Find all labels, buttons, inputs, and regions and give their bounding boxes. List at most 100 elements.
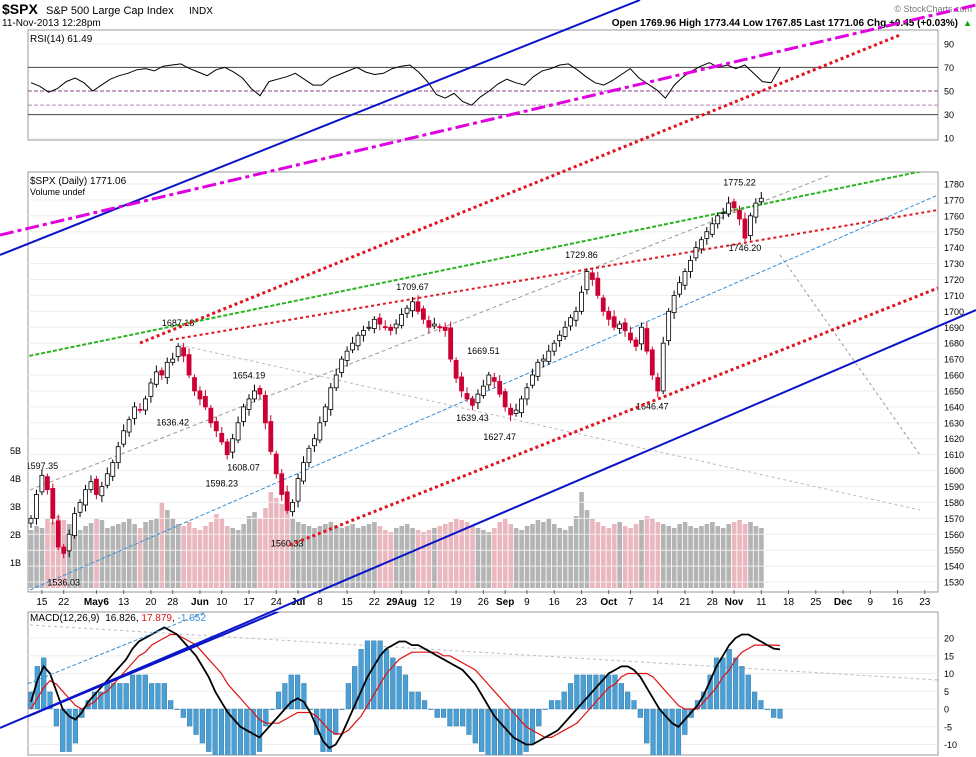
- price-legend: $SPX (Daily) 1771.06: [30, 176, 127, 187]
- volume-bar: [579, 492, 584, 588]
- macd-histogram-bar: [269, 708, 275, 710]
- candle-body: [175, 345, 181, 357]
- candle-body: [486, 374, 492, 386]
- volume-bar: [235, 530, 241, 588]
- macd-legend-value: 16.826: [105, 613, 136, 624]
- candle-body: [666, 310, 672, 342]
- candle-body: [709, 223, 715, 235]
- date-tick-label: 12: [423, 597, 435, 608]
- candle-body: [622, 322, 628, 331]
- macd-histogram-bar: [510, 708, 517, 755]
- price-annotation: 1646.47: [636, 402, 669, 412]
- volume-bar: [557, 528, 563, 588]
- volume-bar: [622, 526, 628, 588]
- price-tick-label: 1750: [944, 227, 964, 237]
- macd-tick-label: 5: [944, 687, 949, 697]
- macd-histogram-bar: [98, 691, 104, 710]
- price-tick-label: 1770: [944, 195, 964, 205]
- macd-histogram-bar: [720, 657, 726, 710]
- price-tick-label: 1780: [944, 179, 964, 189]
- macd-histogram-bar: [339, 708, 345, 710]
- candle-body: [606, 310, 612, 320]
- candle-body: [600, 297, 606, 312]
- volume-bar: [404, 524, 410, 588]
- volume-bar: [126, 518, 132, 588]
- candle-body: [453, 359, 459, 379]
- date-tick-label: 16: [549, 597, 561, 608]
- macd-histogram-bar: [47, 691, 53, 710]
- price-tick-label: 1720: [944, 275, 964, 285]
- macd-histogram-bar: [288, 674, 294, 710]
- macd-histogram-bar: [390, 657, 396, 710]
- candle-body: [268, 421, 274, 452]
- ohlc-values: Open 1769.96 High 1773.44 Low 1767.85 La…: [612, 18, 958, 29]
- volume-bar: [710, 522, 715, 588]
- volume-bar: [165, 510, 170, 588]
- macd-histogram-bar: [777, 708, 783, 719]
- candle-body: [470, 398, 475, 406]
- rsi-layer: [28, 43, 938, 139]
- macd-histogram-bar: [72, 708, 79, 744]
- volume-bar: [535, 520, 541, 588]
- volume-bar: [159, 502, 165, 588]
- volume-bar: [502, 518, 508, 588]
- price-tick-label: 1650: [944, 386, 964, 396]
- exchange-label: INDX: [189, 6, 213, 17]
- volume-tick-label: 4B: [10, 474, 21, 484]
- candle-body: [301, 462, 306, 482]
- candle-body: [252, 390, 257, 400]
- price-tick-label: 1590: [944, 482, 964, 492]
- macd-histogram-bar: [53, 708, 59, 727]
- macd-histogram-bar: [409, 691, 415, 710]
- volume-bar: [328, 522, 334, 588]
- volume-bar: [290, 518, 295, 588]
- volume-bar: [655, 522, 661, 588]
- volume-bar: [186, 522, 192, 588]
- volume-bar: [132, 524, 137, 588]
- price-tick-label: 1730: [944, 259, 964, 269]
- date-tick-label: Jul: [291, 597, 306, 608]
- candle-body: [589, 272, 595, 280]
- volume-bar: [617, 522, 622, 588]
- candle-body: [611, 316, 617, 328]
- volume-bar: [214, 514, 219, 588]
- gray-trendline: [779, 254, 921, 456]
- macd-blue-dashed: [28, 612, 208, 685]
- macd-histogram-bar: [732, 657, 739, 710]
- volume-bar: [334, 526, 339, 588]
- macd-tick-label: -5: [944, 722, 952, 732]
- price-annotation: 1598.23: [205, 478, 238, 488]
- volume-bar: [219, 518, 225, 588]
- volume-bar: [715, 526, 721, 588]
- macd-histogram-bar: [231, 708, 237, 755]
- macd-histogram-bar: [421, 700, 428, 710]
- index-name: S&P 500 Large Cap Index: [46, 5, 174, 17]
- volume-bar: [257, 518, 263, 588]
- volume-bar: [432, 528, 437, 588]
- volume-bar: [192, 528, 197, 588]
- volume-bar: [519, 530, 524, 588]
- volume-bar: [170, 518, 176, 588]
- macd-histogram-bar: [415, 691, 421, 710]
- macd-histogram-bar: [580, 674, 586, 710]
- candle-body: [311, 438, 317, 447]
- price-tick-label: 1530: [944, 578, 964, 588]
- date-tick-label: Oct: [600, 597, 617, 608]
- candle-body: [426, 320, 432, 328]
- candle-body: [262, 395, 268, 424]
- macd-histogram-bar: [555, 700, 561, 710]
- macd-histogram-bar: [517, 708, 523, 755]
- candle-body: [595, 277, 601, 296]
- candle-body: [328, 387, 334, 410]
- candle-body: [655, 377, 661, 392]
- price-tick-label: 1570: [944, 514, 964, 524]
- volume-bar: [317, 526, 323, 588]
- volume-bar: [437, 526, 443, 588]
- price-annotation: 1560.33: [271, 539, 304, 549]
- volume-bar: [148, 520, 154, 588]
- date-tick-label: 10: [216, 597, 228, 608]
- date-tick-label: 29Aug: [386, 597, 417, 608]
- volume-bar: [137, 528, 143, 588]
- macd-gray-trendline: [29, 624, 938, 681]
- price-annotation: 1608.07: [227, 463, 260, 473]
